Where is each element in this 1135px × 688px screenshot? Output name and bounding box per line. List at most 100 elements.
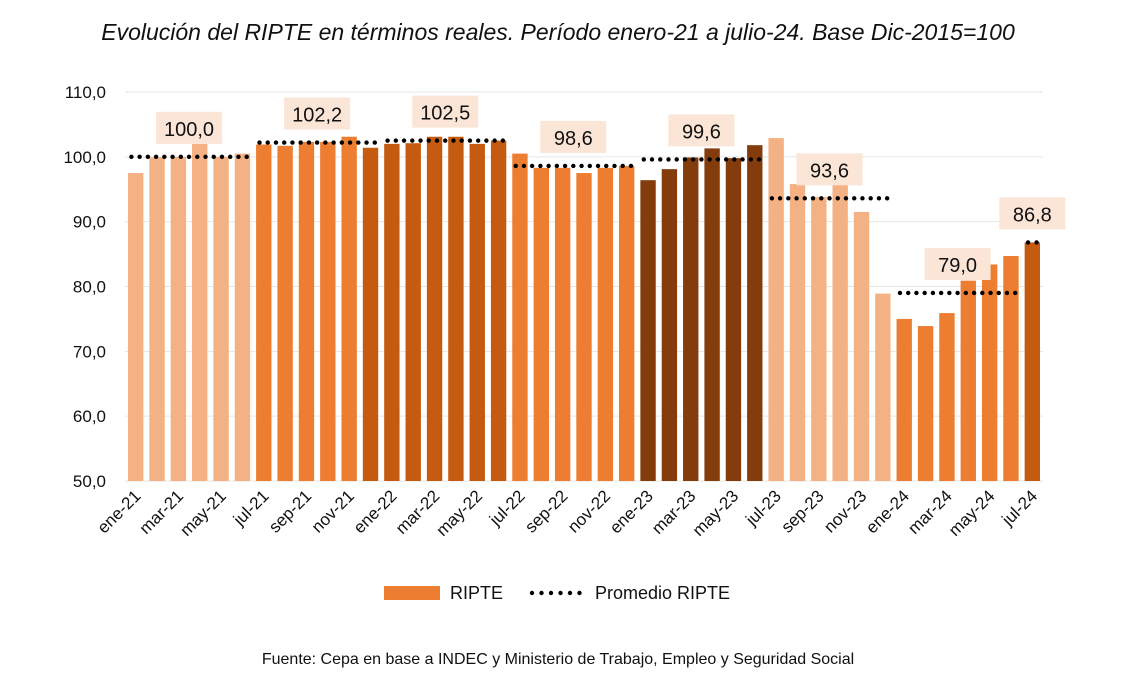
bar [789, 184, 806, 481]
bar [875, 293, 891, 481]
average-dot [971, 290, 977, 296]
average-dot [732, 157, 737, 162]
average-dot [715, 157, 721, 162]
average-dot [876, 196, 882, 201]
average-dot [699, 157, 704, 162]
average-dot [914, 290, 919, 296]
average-dot [145, 154, 151, 160]
average-dot [546, 163, 551, 169]
bar [127, 173, 144, 481]
average-label-box [412, 95, 479, 128]
average-dot [562, 163, 568, 169]
average-dot [802, 196, 808, 201]
y-axis: 50,0 60,0 70,0 80,0 90,0 100,0 110,0 [63, 83, 106, 491]
bar [725, 158, 742, 481]
average-dot [682, 157, 688, 162]
bar [704, 148, 720, 481]
average-dot [385, 138, 390, 143]
bar [554, 167, 571, 482]
average-dot [620, 163, 625, 169]
average-dot [339, 140, 345, 145]
average-dot [529, 163, 535, 169]
bar [981, 264, 998, 481]
average-dot [843, 196, 849, 201]
average-dot [364, 140, 369, 145]
average-dot [777, 196, 783, 201]
average-dot [988, 290, 993, 296]
average-dot [674, 157, 679, 162]
legend-label-promedio: Promedio RIPTE [595, 583, 730, 603]
x-tick-label: sep-21 [265, 486, 315, 536]
average-dot [930, 290, 936, 296]
bar [1024, 242, 1041, 481]
average-dot [521, 163, 527, 169]
average-dot [860, 196, 865, 201]
average-dot [401, 138, 407, 143]
average-label: 79,0 [938, 255, 977, 277]
average-dot [331, 140, 336, 145]
average-dot [769, 196, 775, 201]
average-dot [219, 154, 225, 160]
average-dot [162, 154, 167, 160]
average-label-box [540, 120, 607, 153]
average-dot [137, 154, 142, 160]
legend-swatch-ripte [384, 586, 440, 600]
average-dot [236, 154, 241, 160]
average-dot [554, 163, 560, 169]
average-dot [604, 163, 609, 169]
average-label-box [156, 111, 223, 144]
average-dot [996, 290, 1001, 296]
average-dot [612, 163, 617, 169]
average-lines: 100,0 102,2 102,5 98,6 99,6 93,6 79,0 86,8 [129, 95, 1066, 296]
average-label: 98,6 [554, 128, 593, 150]
bar [405, 143, 421, 482]
source-note: Fuente: Cepa en base a INDEC y Ministeri… [262, 651, 854, 668]
legend-swatch-promedio [529, 590, 582, 596]
bar [490, 140, 507, 481]
x-tick-label: nov-22 [564, 486, 614, 536]
average-dot [579, 163, 584, 169]
average-label: 102,2 [292, 105, 342, 127]
average-dot [897, 290, 903, 296]
bar [192, 143, 208, 481]
average-label: 102,5 [420, 103, 470, 125]
average-dot [947, 290, 952, 296]
x-tick-label: may-23 [689, 486, 743, 540]
average-label: 86,8 [1013, 204, 1052, 226]
average-dot [244, 154, 249, 160]
average-dot [282, 140, 287, 145]
chart-title: Evolución del RIPTE en términos reales. … [101, 19, 1015, 45]
average-dot [922, 290, 927, 296]
average-label-box [796, 153, 863, 186]
bars [127, 136, 1041, 482]
average-dot [459, 138, 464, 143]
legend-label-ripte: RIPTE [450, 583, 503, 603]
average-dot [426, 138, 431, 143]
bar [661, 169, 678, 481]
average-dot [211, 154, 216, 160]
y-tick-label: 70,0 [73, 342, 106, 361]
average-dot [1025, 240, 1031, 245]
bar [811, 197, 827, 481]
bar [597, 167, 614, 482]
bar [576, 173, 592, 481]
bar [619, 165, 635, 481]
average-dot [314, 140, 320, 145]
bar [469, 143, 485, 481]
average-label-box [668, 114, 735, 147]
average-dot [451, 138, 456, 143]
x-tick-label: ene-23 [606, 486, 657, 537]
average-dot [323, 140, 328, 145]
average-dot [819, 196, 824, 201]
average-dot [794, 196, 799, 201]
average-dot [203, 154, 208, 160]
average-dot [129, 154, 134, 160]
average-dot [228, 154, 233, 160]
average-dot [467, 138, 473, 143]
x-tick-label: sep-22 [521, 486, 571, 536]
average-dot [938, 290, 944, 296]
x-tick-label: ene-24 [862, 486, 913, 537]
average-dot [884, 196, 890, 201]
